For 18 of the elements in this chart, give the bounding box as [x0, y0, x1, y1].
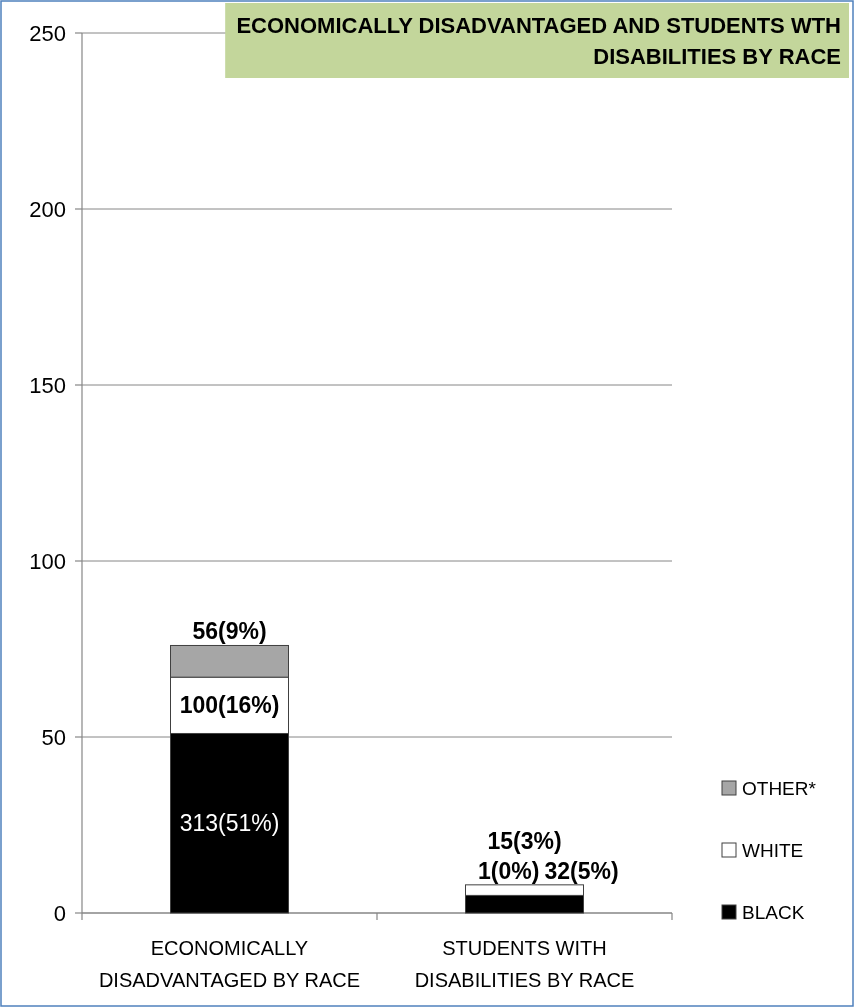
legend-label: OTHER* — [742, 777, 817, 799]
x-tick-label: STUDENTS WITH DISABILITIES BY RACE — [414, 937, 635, 991]
y-tick-label: 100 — [29, 548, 66, 574]
legend-label: WHITE — [742, 839, 804, 861]
data-label: 1(0%) — [478, 857, 540, 884]
data-label: 313(51%) — [179, 810, 280, 837]
data-label: 32(5%) — [544, 857, 619, 884]
y-tick-label: 50 — [41, 724, 66, 750]
y-tick-label: 150 — [29, 372, 66, 398]
y-tick-label: 0 — [53, 900, 66, 926]
x-tick-label: ECONOMICALLY DISADVANTAGED BY RACE — [98, 937, 361, 991]
y-tick-label: 200 — [29, 196, 66, 222]
data-label: 100(16%) — [179, 692, 280, 719]
data-label: 56(9%) — [192, 618, 267, 645]
legend-label: BLACK — [742, 901, 805, 923]
chart-title: ECONOMICALLY DISADVANTAGED AND STUDENTS WTH DISABILITIES BY RACE — [236, 12, 841, 69]
data-label: 15(3%) — [487, 827, 562, 854]
y-tick-label: 250 — [29, 20, 66, 46]
